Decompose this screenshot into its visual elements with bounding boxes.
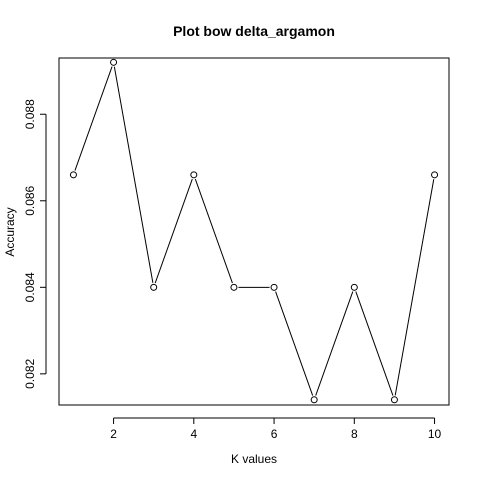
data-point bbox=[110, 58, 118, 66]
plot-frame bbox=[58, 57, 450, 406]
data-point bbox=[230, 283, 238, 291]
series-segment bbox=[394, 179, 435, 396]
x-tick-label: 10 bbox=[428, 427, 442, 441]
series-segment bbox=[315, 291, 354, 396]
chart-title: Plot bow delta_argamon bbox=[173, 23, 335, 39]
y-tick-label: 0.084 bbox=[23, 272, 37, 302]
series-segment bbox=[74, 66, 113, 171]
y-tick-label: 0.086 bbox=[23, 185, 37, 215]
series-segment bbox=[113, 66, 154, 283]
series-segment bbox=[154, 178, 193, 284]
y-tick-label: 0.088 bbox=[23, 99, 37, 129]
data-point bbox=[350, 283, 358, 291]
series-layer bbox=[69, 58, 439, 404]
x-tick-label: 8 bbox=[351, 427, 358, 441]
series-segment bbox=[275, 291, 314, 396]
y-axis-label: Accuracy bbox=[3, 207, 17, 256]
data-point bbox=[431, 171, 439, 179]
x-tick-label: 2 bbox=[110, 427, 117, 441]
series-segment bbox=[355, 291, 394, 396]
x-tick-label: 6 bbox=[271, 427, 278, 441]
data-point bbox=[69, 171, 77, 179]
data-point bbox=[270, 283, 278, 291]
data-point bbox=[310, 396, 318, 404]
y-axis: 0.082 0.084 0.086 0.088 bbox=[23, 99, 47, 389]
x-axis-label: K values bbox=[231, 452, 277, 466]
data-point bbox=[390, 396, 398, 404]
series-segment bbox=[194, 178, 233, 284]
x-axis: 2 4 6 8 10 bbox=[110, 417, 442, 441]
data-point bbox=[190, 171, 198, 179]
x-tick-label: 4 bbox=[190, 427, 197, 441]
y-tick-label: 0.082 bbox=[23, 359, 37, 389]
data-point bbox=[150, 283, 158, 291]
